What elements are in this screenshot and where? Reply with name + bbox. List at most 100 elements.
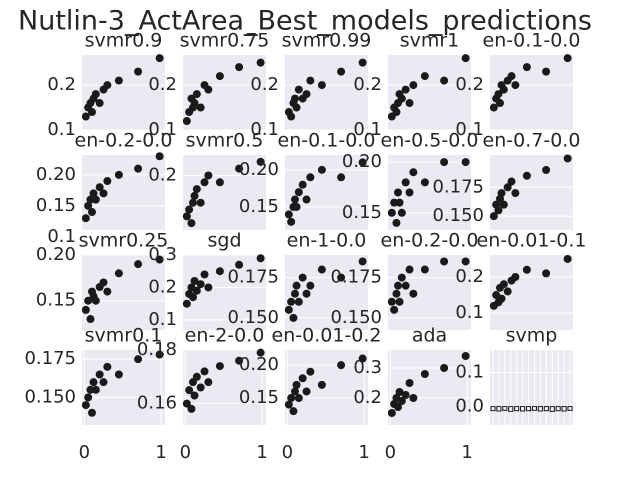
scatter-point (503, 183, 512, 192)
y-tick-label: 0.2 (47, 74, 76, 95)
scatter-point (190, 276, 199, 285)
scatter-point (200, 270, 209, 279)
scatter-point (284, 400, 293, 409)
scatter-point (294, 297, 303, 306)
scatter-point (196, 198, 205, 207)
scatter-point (200, 178, 209, 187)
scatter-point (187, 404, 196, 413)
scatter-point (256, 348, 265, 357)
scatter-point (182, 299, 191, 308)
scatter-point (91, 296, 100, 305)
scatter-point (494, 206, 503, 215)
bar (561, 406, 567, 412)
bar (531, 406, 538, 411)
scatter-point (294, 85, 303, 94)
scatter-point (215, 72, 224, 81)
scatter-point (95, 99, 104, 108)
scatter-point (134, 67, 143, 76)
y-tick-label: 0.150 (330, 307, 382, 328)
subplot-title: en-0.01-0.2 (272, 325, 382, 347)
scatter-point (292, 103, 301, 112)
scatter-point (495, 99, 504, 108)
y-tick-label: 0.20 (36, 244, 76, 265)
y-tick-label: 0.1 (353, 119, 382, 140)
x-tick-label: 0 (180, 442, 191, 463)
bar (496, 406, 502, 412)
scatter-point (188, 198, 197, 207)
scatter-point (522, 63, 531, 72)
bar (514, 406, 520, 412)
y-tick-label: 0.2 (455, 266, 484, 287)
scatter-point (397, 273, 406, 282)
scatter-point (507, 177, 516, 186)
subplot-title: en-0.7-0.0 (483, 130, 581, 152)
scatter-point (91, 90, 100, 99)
scatter-point (499, 200, 508, 209)
scatter-point (287, 112, 296, 121)
bar (525, 406, 532, 412)
scatter-point (337, 67, 346, 76)
scatter-point (99, 189, 108, 198)
scatter-point (302, 387, 311, 396)
y-tick-label: 0.15 (239, 196, 279, 217)
scatter-point (114, 269, 123, 278)
scatter-point (290, 94, 299, 103)
scatter-point (401, 85, 410, 94)
scatter-point (317, 165, 326, 174)
y-tick-label: 0.20 (239, 354, 279, 375)
bar (502, 406, 508, 411)
subplot-title: en-0.5-0.0 (381, 130, 479, 152)
subplot-title: svmr0.5 (186, 130, 264, 152)
scatter-point (215, 178, 224, 187)
scatter-point (401, 391, 410, 399)
scatter-point (440, 257, 449, 266)
scatter-point (563, 154, 572, 163)
y-tick-label: 0.20 (342, 151, 382, 172)
scatter-point (235, 164, 244, 173)
scatter-point (317, 81, 326, 90)
subplot-title: ada (412, 325, 447, 347)
scatter-point (393, 281, 402, 290)
scatter-point (420, 370, 429, 378)
scatter-point (397, 397, 406, 405)
subplot-title: en-0.2-0.0 (75, 130, 173, 152)
scatter-point (182, 117, 191, 126)
scatter-point (235, 260, 244, 269)
bar (537, 406, 543, 412)
scatter-point (84, 201, 93, 210)
scatter-point (298, 273, 307, 282)
scatter-point (287, 217, 296, 226)
scatter-point (337, 361, 346, 370)
y-tick-label: 0.15 (342, 202, 382, 223)
scatter-point (563, 254, 572, 263)
scatter-point (395, 388, 404, 396)
scatter-point (393, 403, 402, 411)
plot-background (388, 350, 471, 425)
x-tick-label: 0 (282, 442, 293, 463)
y-tick-label: 0.150 (24, 386, 76, 407)
scatter-point (494, 90, 503, 99)
scatter-point (192, 90, 201, 99)
scatter-point (95, 370, 104, 379)
scatter-point (405, 265, 414, 274)
scatter-point (215, 362, 224, 371)
y-tick-label: 0.0 (455, 396, 484, 417)
scatter-point (292, 380, 301, 389)
scatter-point (155, 152, 164, 161)
scatter-point (103, 177, 112, 186)
scatter-point (542, 166, 551, 174)
subplot-title: svmr1 (400, 30, 460, 52)
scatter-point (103, 362, 112, 371)
scatter-point (185, 386, 194, 395)
scatter-point (507, 72, 516, 81)
scatter-point (401, 281, 410, 290)
scatter-point (114, 370, 123, 379)
scatter-point (393, 188, 402, 197)
scatter-point (317, 380, 326, 389)
scatter-point (499, 85, 508, 94)
scatter-point (290, 289, 299, 298)
scatter-point (215, 267, 224, 276)
y-tick-label: 0.1 (148, 309, 177, 330)
scatter-point (235, 356, 244, 365)
